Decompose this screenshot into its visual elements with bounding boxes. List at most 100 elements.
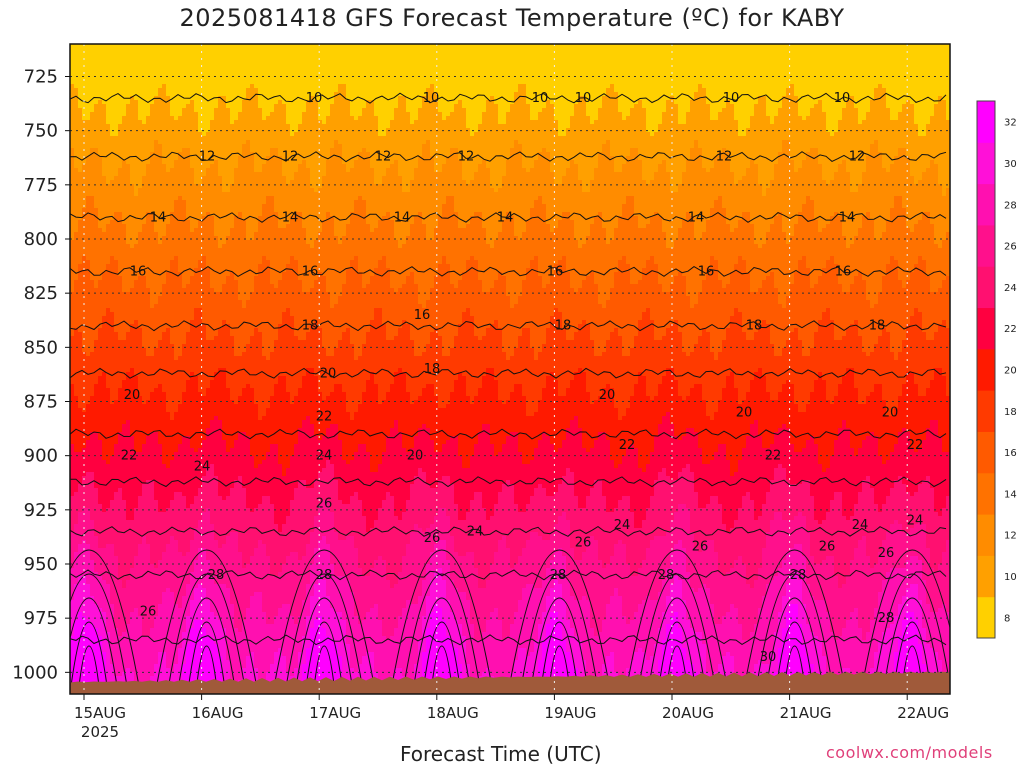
field-cell (78, 172, 83, 177)
field-cell (74, 516, 79, 521)
field-cell (146, 388, 151, 393)
field-cell (118, 632, 123, 637)
field-cell (166, 572, 171, 577)
field-cell (94, 96, 99, 101)
field-cell (90, 92, 95, 97)
field-cell (182, 364, 187, 369)
field-cell (170, 500, 175, 505)
field-cell (126, 516, 131, 521)
field-cell (126, 608, 131, 613)
field-cell (114, 144, 119, 149)
field-cell (114, 500, 119, 505)
field-cell (166, 252, 171, 257)
field-cell (126, 120, 131, 125)
field-cell (174, 664, 179, 669)
field-cell (94, 124, 99, 129)
field-cell (94, 120, 99, 125)
field-cell (130, 336, 135, 341)
field-cell (106, 544, 111, 549)
field-cell (142, 396, 147, 401)
field-cell (98, 360, 103, 365)
field-cell (190, 384, 195, 389)
field-cell (154, 544, 159, 549)
field-cell (114, 484, 119, 489)
field-cell (82, 592, 87, 597)
field-cell (90, 264, 95, 269)
field-cell (106, 516, 111, 521)
field-cell (150, 596, 155, 601)
field-cell (154, 352, 159, 357)
field-cell (74, 308, 79, 313)
field-cell (186, 284, 191, 289)
field-cell (150, 660, 155, 665)
field-cell (178, 496, 183, 501)
field-cell (98, 168, 103, 173)
field-cell (122, 180, 127, 185)
field-cell (122, 588, 127, 593)
field-cell (146, 504, 151, 509)
field-cell (122, 568, 127, 573)
field-cell (178, 568, 183, 573)
field-cell (106, 88, 111, 93)
field-cell (134, 544, 139, 549)
field-cell (142, 104, 147, 109)
field-cell (90, 304, 95, 309)
field-cell (134, 280, 139, 285)
field-cell (182, 340, 187, 345)
field-cell (114, 428, 119, 433)
field-cell (122, 440, 127, 445)
field-cell (130, 512, 135, 517)
field-cell (94, 204, 99, 209)
field-cell (98, 80, 103, 85)
field-cell (94, 104, 99, 109)
field-cell (122, 152, 127, 157)
field-cell (90, 604, 95, 609)
field-cell (114, 612, 119, 617)
field-cell (114, 392, 119, 397)
field-cell (134, 592, 139, 597)
field-cell (186, 60, 191, 65)
field-cell (134, 500, 139, 505)
field-cell (170, 404, 175, 409)
field-cell (126, 588, 131, 593)
field-cell (138, 328, 143, 333)
field-cell (186, 220, 191, 225)
field-cell (126, 644, 131, 649)
field-cell (78, 184, 83, 189)
field-cell (134, 556, 139, 561)
field-cell (114, 348, 119, 353)
field-cell (110, 392, 115, 397)
field-cell (158, 588, 163, 593)
field-cell (134, 52, 139, 57)
field-cell (90, 184, 95, 189)
field-cell (174, 296, 179, 301)
field-cell (114, 552, 119, 557)
field-cell (94, 288, 99, 293)
field-cell (162, 92, 167, 97)
field-cell (186, 380, 191, 385)
field-cell (178, 300, 183, 305)
field-cell (114, 248, 119, 253)
field-cell (174, 492, 179, 497)
field-cell (106, 400, 111, 405)
field-cell (114, 208, 119, 213)
field-cell (166, 52, 171, 57)
field-cell (174, 252, 179, 257)
field-cell (182, 276, 187, 281)
field-cell (78, 116, 83, 121)
field-cell (110, 364, 115, 369)
field-cell (74, 548, 79, 553)
field-cell (98, 92, 103, 97)
field-cell (126, 248, 131, 253)
field-cell (158, 348, 163, 353)
field-cell (130, 564, 135, 569)
field-cell (74, 80, 79, 85)
field-cell (174, 148, 179, 153)
field-cell (106, 260, 111, 265)
field-cell (90, 348, 95, 353)
field-cell (178, 612, 183, 617)
field-cell (74, 100, 79, 105)
field-cell (166, 544, 171, 549)
